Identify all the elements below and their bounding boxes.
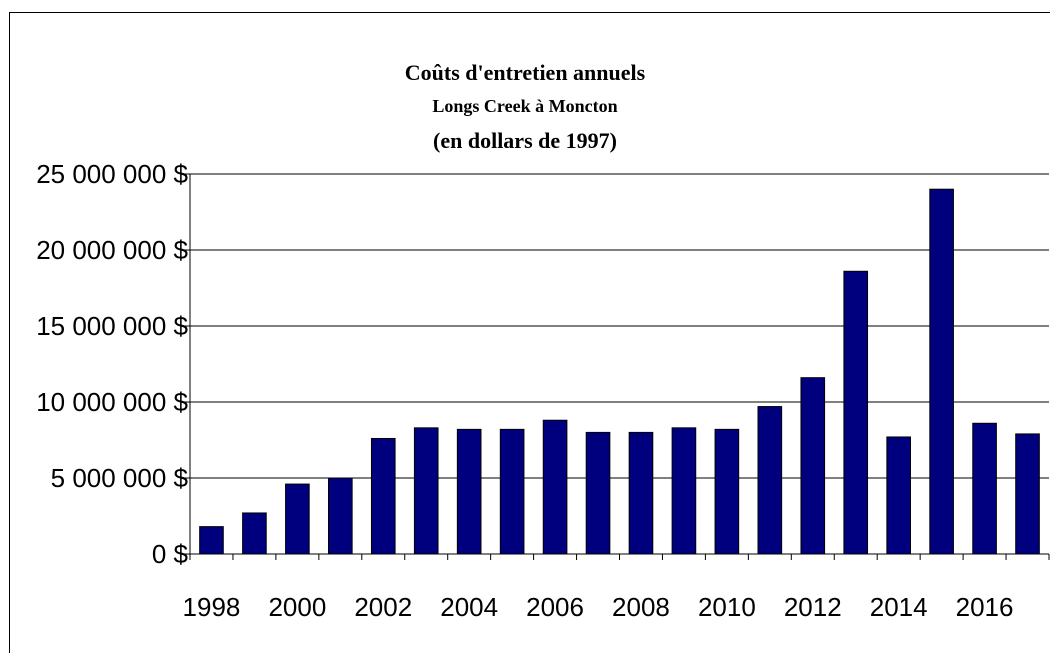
- x-tick-label: 2000: [268, 592, 326, 622]
- x-tick-label: 2006: [526, 592, 584, 622]
- x-tick-label: 1998: [183, 592, 241, 622]
- bar-2003: [413, 427, 439, 555]
- bar-2002: [370, 437, 396, 555]
- bar-2006: [542, 419, 568, 555]
- bar-2008: [628, 431, 654, 555]
- y-tick-label: 15 000 000 $: [36, 311, 188, 341]
- y-tick-label: 5 000 000 $: [51, 463, 189, 493]
- bar-2016: [972, 422, 997, 555]
- x-tick-label: 2012: [784, 592, 842, 622]
- x-tick-label: 2008: [612, 592, 670, 622]
- bar-2000: [285, 483, 310, 555]
- bar-2009: [671, 427, 697, 555]
- bar-1999: [242, 512, 267, 555]
- chart-title: Coûts d'entretien annuels: [404, 60, 646, 85]
- chart-subtitle-units: (en dollars de 1997): [433, 128, 617, 153]
- bar-2010: [714, 428, 740, 555]
- bar-2012: [800, 377, 826, 555]
- y-tick-label: 10 000 000 $: [36, 387, 188, 417]
- bar-2004: [456, 428, 482, 555]
- x-tick-label: 2004: [440, 592, 498, 622]
- bar-1998: [199, 526, 224, 555]
- chart-frame: [9, 12, 1050, 653]
- bar-2014: [886, 436, 911, 555]
- bar-2001: [328, 477, 353, 555]
- x-tick-label: 2002: [354, 592, 412, 622]
- x-tick-label: 2010: [698, 592, 756, 622]
- bar-2011: [757, 406, 783, 555]
- x-tick-label: 2014: [870, 592, 928, 622]
- bar-2015: [929, 188, 954, 555]
- chart-subtitle: Longs Creek à Moncton: [432, 96, 618, 116]
- x-tick-label: 2016: [956, 592, 1014, 622]
- bar-2013: [843, 270, 869, 555]
- y-tick-label: 0 $: [152, 539, 189, 569]
- bar-2005: [499, 428, 525, 555]
- bar-2017: [1015, 433, 1040, 555]
- y-tick-label: 25 000 000 $: [36, 159, 188, 189]
- bar-2007: [585, 431, 611, 555]
- y-tick-label: 20 000 000 $: [36, 235, 188, 265]
